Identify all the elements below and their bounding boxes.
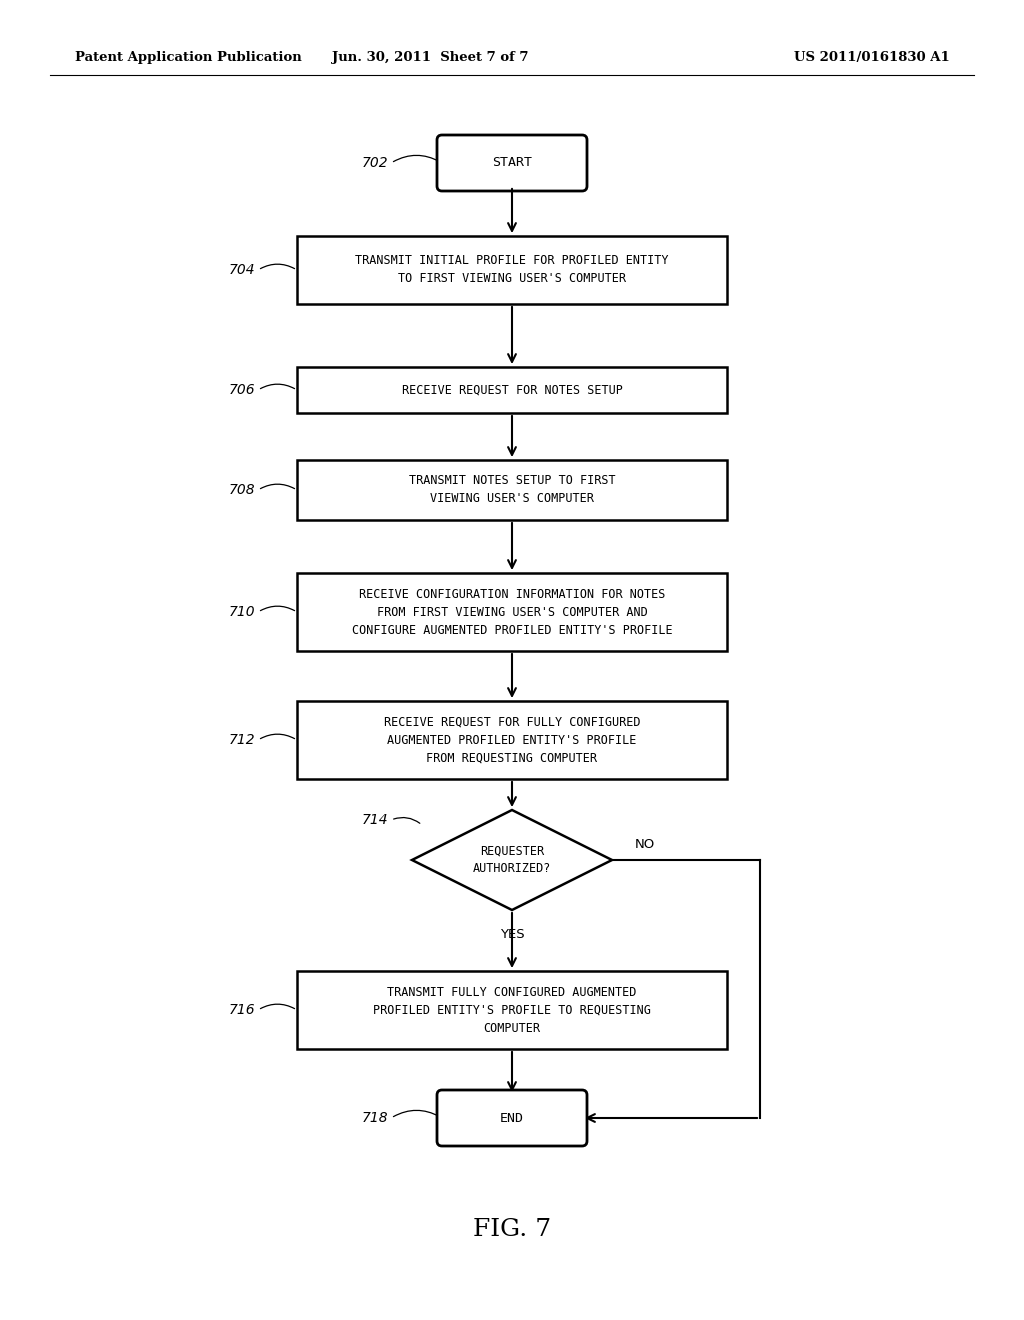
Text: RECEIVE REQUEST FOR NOTES SETUP: RECEIVE REQUEST FOR NOTES SETUP	[401, 384, 623, 396]
Bar	[297, 573, 727, 651]
Text: NO: NO	[635, 838, 655, 851]
Text: TRANSMIT INITIAL PROFILE FOR PROFILED ENTITY
TO FIRST VIEWING USER'S COMPUTER: TRANSMIT INITIAL PROFILE FOR PROFILED EN…	[355, 255, 669, 285]
FancyBboxPatch shape	[437, 135, 587, 191]
Text: US 2011/0161830 A1: US 2011/0161830 A1	[795, 51, 950, 65]
Text: FIG. 7: FIG. 7	[473, 1218, 551, 1242]
Text: 702: 702	[361, 156, 388, 170]
Bar	[297, 459, 727, 520]
Text: TRANSMIT FULLY CONFIGURED AUGMENTED
PROFILED ENTITY'S PROFILE TO REQUESTING
COMP: TRANSMIT FULLY CONFIGURED AUGMENTED PROF…	[373, 986, 651, 1035]
FancyArrowPatch shape	[393, 817, 420, 824]
FancyArrowPatch shape	[260, 1005, 295, 1008]
Text: 718: 718	[361, 1111, 388, 1125]
Text: 716: 716	[228, 1003, 255, 1016]
FancyArrowPatch shape	[260, 264, 295, 269]
Text: Patent Application Publication: Patent Application Publication	[75, 51, 302, 65]
Text: 704: 704	[228, 263, 255, 277]
FancyArrowPatch shape	[393, 156, 439, 161]
Text: 710: 710	[228, 605, 255, 619]
FancyArrowPatch shape	[260, 734, 295, 739]
Text: 706: 706	[228, 383, 255, 397]
Bar	[297, 367, 727, 413]
Bar	[297, 972, 727, 1049]
Bar	[297, 701, 727, 779]
FancyArrowPatch shape	[393, 1110, 439, 1117]
FancyArrowPatch shape	[260, 606, 295, 611]
Text: 712: 712	[228, 733, 255, 747]
Polygon shape	[412, 810, 612, 909]
Text: REQUESTER
AUTHORIZED?: REQUESTER AUTHORIZED?	[473, 845, 551, 875]
Bar	[297, 236, 727, 304]
FancyArrowPatch shape	[260, 484, 295, 488]
Text: YES: YES	[500, 928, 524, 941]
Text: END: END	[500, 1111, 524, 1125]
Text: 714: 714	[361, 813, 388, 828]
FancyArrowPatch shape	[260, 384, 295, 388]
Text: RECEIVE REQUEST FOR FULLY CONFIGURED
AUGMENTED PROFILED ENTITY'S PROFILE
FROM RE: RECEIVE REQUEST FOR FULLY CONFIGURED AUG…	[384, 715, 640, 764]
FancyBboxPatch shape	[437, 1090, 587, 1146]
Text: TRANSMIT NOTES SETUP TO FIRST
VIEWING USER'S COMPUTER: TRANSMIT NOTES SETUP TO FIRST VIEWING US…	[409, 474, 615, 506]
Text: START: START	[492, 157, 532, 169]
Text: RECEIVE CONFIGURATION INFORMATION FOR NOTES
FROM FIRST VIEWING USER'S COMPUTER A: RECEIVE CONFIGURATION INFORMATION FOR NO…	[351, 587, 673, 636]
Text: 708: 708	[228, 483, 255, 498]
Text: Jun. 30, 2011  Sheet 7 of 7: Jun. 30, 2011 Sheet 7 of 7	[332, 51, 528, 65]
